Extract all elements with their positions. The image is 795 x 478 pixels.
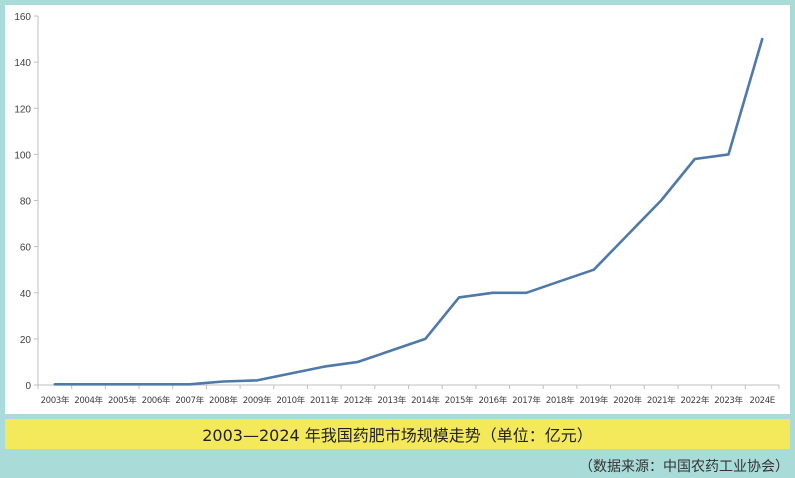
x-tick-label: 2022年 bbox=[681, 394, 710, 406]
source-note: （数据来源：中国农药工业协会） bbox=[579, 459, 789, 475]
x-tick-label: 2016年 bbox=[478, 394, 507, 406]
series-line bbox=[53, 37, 764, 386]
x-tick-label: 2009年 bbox=[243, 394, 272, 406]
x-tick-label: 2010年 bbox=[276, 394, 305, 406]
chart-panel: 0 20 40 60 80 100 120 140 160 2003年 2004年 2005年 200… bbox=[5, 5, 790, 414]
x-tick-label: 2013年 bbox=[377, 394, 406, 406]
y-tick-label: 60 bbox=[20, 243, 32, 254]
x-tick-label: 2007年 bbox=[175, 394, 204, 406]
x-tick-label: 2017年 bbox=[512, 394, 541, 406]
x-tick-label: 2021年 bbox=[647, 394, 676, 406]
chart-title: 2003—2024 年我国药肥市场规模走势（单位：亿元） bbox=[5, 419, 790, 449]
x-tick-label: 2011年 bbox=[310, 394, 339, 406]
y-tick-label: 40 bbox=[20, 289, 32, 300]
x-tick-label: 2018年 bbox=[546, 394, 575, 406]
x-tick-label: 2006年 bbox=[142, 394, 171, 406]
x-tick-label: 2014年 bbox=[411, 394, 440, 406]
x-tick-label: 2005年 bbox=[108, 394, 137, 406]
x-tick-label: 2015年 bbox=[445, 394, 474, 406]
y-tick-label: 140 bbox=[14, 58, 31, 69]
x-tick-label: 2003年 bbox=[41, 394, 70, 406]
y-tick-label: 160 bbox=[14, 12, 31, 23]
x-tick-label: 2024E bbox=[750, 396, 775, 406]
y-tick-label: 120 bbox=[14, 104, 31, 115]
x-tick-label: 2023年 bbox=[714, 394, 743, 406]
y-tick-label: 100 bbox=[14, 150, 31, 161]
x-tick-label: 2008年 bbox=[209, 394, 238, 406]
x-tick-label: 2020年 bbox=[613, 394, 642, 406]
x-tick-label: 2004年 bbox=[74, 394, 103, 406]
x-tick-label: 2012年 bbox=[344, 394, 373, 406]
y-tick-label: 0 bbox=[25, 381, 31, 392]
y-tick-label: 20 bbox=[20, 335, 32, 346]
y-tick-label: 80 bbox=[20, 197, 32, 208]
line-chart: 0 20 40 60 80 100 120 140 160 2003年 2004年 2005年 200… bbox=[14, 12, 780, 406]
x-tick-label: 2019年 bbox=[580, 394, 609, 406]
